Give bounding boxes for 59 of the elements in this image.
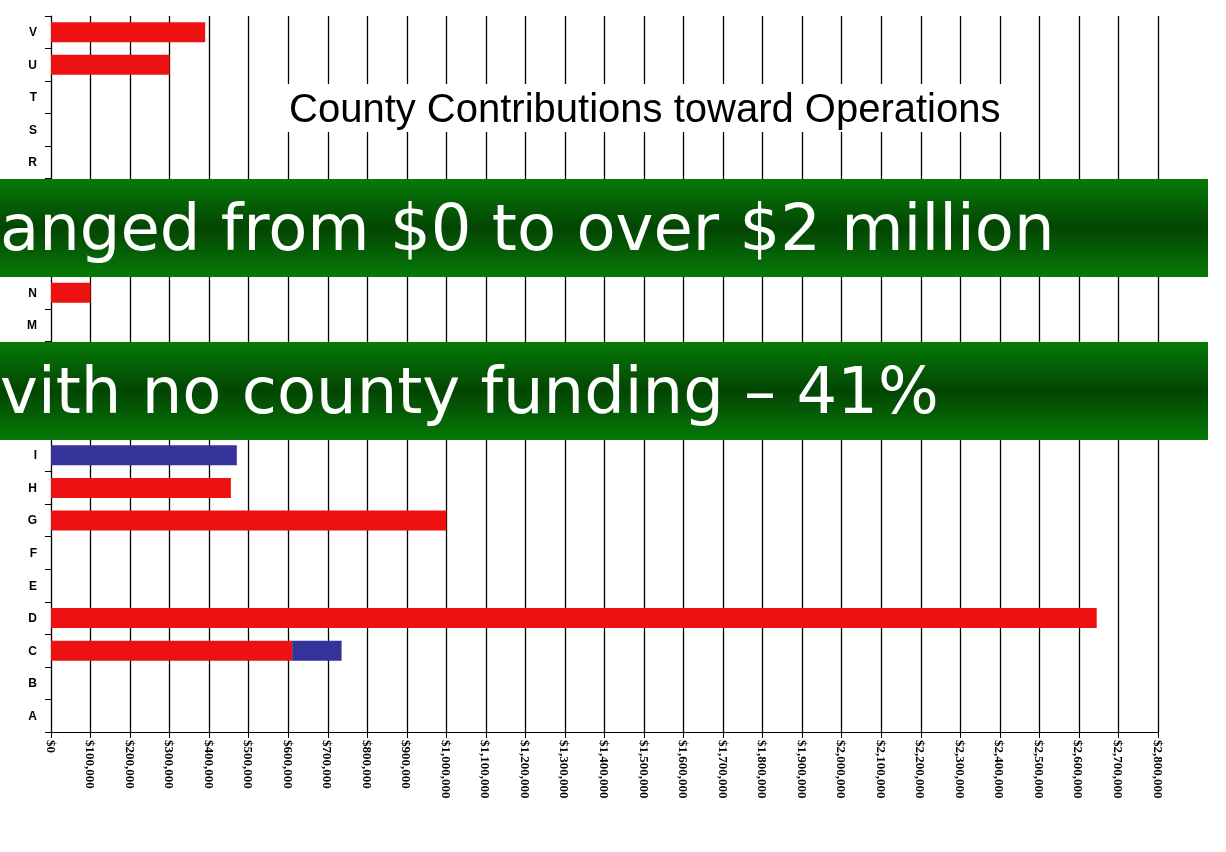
x-tick-label: $800,000 [359,740,375,789]
bar [51,608,1097,629]
y-tick-label: U [28,57,37,72]
x-tick-label: $2,500,000 [1031,740,1047,799]
x-tick-label: $1,400,000 [597,740,612,799]
x-tick-label: $1,700,000 [715,740,731,799]
x-tick-label: $2,200,000 [913,740,929,799]
bar [51,22,206,43]
x-tick-label: $1,500,000 [636,740,652,799]
bar [51,445,237,466]
x-tick-label: $2,000,000 [834,740,850,799]
x-tick-label: $1,000,000 [438,740,454,799]
x-tick-label: $1,900,000 [794,740,810,799]
bar [51,477,231,498]
y-tick-label: N [28,285,37,300]
y-tick-label: F [29,546,37,560]
y-tick-label: R [28,155,38,170]
x-tick-label: $0 [43,740,59,753]
text: County Contributions toward Operations [289,86,1001,130]
callout-banner: anged from $0 to over $2 million [0,179,1208,277]
x-tick-label: $400,000 [201,740,217,789]
y-tick-label: A [28,708,38,723]
x-tick-label: $1,800,000 [755,740,771,799]
x-tick-label: $1,300,000 [557,740,573,799]
annotation: vith no county funding – 41% [0,354,939,428]
y-tick-label: D [28,611,38,626]
y-tick-label: M [27,318,37,333]
y-tick-label: E [28,578,37,593]
x-tick-label: $700,000 [320,740,336,789]
bar [51,640,293,661]
y-tick-label: V [28,25,37,40]
y-tick-label: I [33,448,37,463]
annotation: anged from $0 to over $2 million [0,191,1055,265]
x-tick-label: $1,600,000 [676,740,692,799]
bar [51,54,170,75]
x-tick-label: $1,100,000 [478,740,494,799]
x-tick-label: $2,400,000 [992,740,1008,799]
x-tick-label: $600,000 [280,740,296,789]
y-tick-label: T [29,90,38,105]
x-tick-label: $200,000 [122,740,138,789]
y-tick-label: H [28,480,37,495]
x-tick-label: $300,000 [162,740,178,789]
x-tick-label: $2,800,000 [1150,740,1166,799]
bar [51,510,447,531]
x-tick-label: $2,300,000 [952,740,968,799]
x-tick-label: $2,600,000 [1071,740,1087,799]
callout-banner: vith no county funding – 41% [0,342,1208,440]
y-tick-label: G [27,513,37,528]
y-tick-label: C [28,643,38,658]
x-tick-label: $900,000 [399,740,415,789]
bar [51,282,91,303]
y-tick-label: B [28,676,38,691]
x-tick-label: $2,700,000 [1110,740,1126,799]
bar [292,640,342,661]
x-tick-label: $2,100,000 [873,740,889,799]
y-tick-label: S [28,122,37,137]
x-tick-label: $1,200,000 [517,740,533,799]
x-tick-label: $500,000 [241,740,257,789]
x-tick-label: $100,000 [83,740,99,789]
